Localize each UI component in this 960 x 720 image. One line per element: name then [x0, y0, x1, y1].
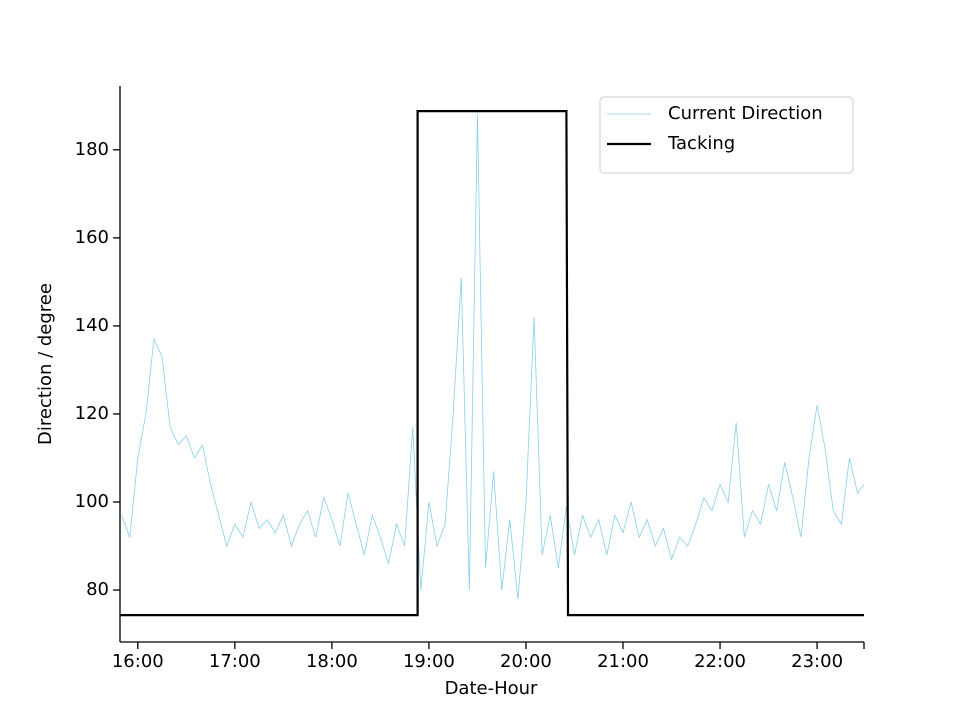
legend-label: Tacking	[667, 133, 735, 154]
y-axis-label: Direction / degree	[35, 283, 56, 445]
x-tick-label: 17:00	[209, 651, 261, 672]
data-line	[121, 114, 865, 599]
x-axis-label: Date-Hour	[445, 678, 538, 699]
x-tick-label: 19:00	[403, 651, 455, 672]
x-tick-label: 20:00	[500, 651, 552, 672]
y-tick-label: 180	[75, 139, 109, 160]
x-tick-label: 23:00	[791, 651, 843, 672]
x-tick-label: 18:00	[306, 651, 358, 672]
y-tick-label: 100	[75, 491, 109, 512]
legend-label: Current Direction	[668, 103, 823, 124]
legend-box	[599, 96, 854, 174]
x-tick-label: 22:00	[694, 651, 746, 672]
y-tick-label: 120	[75, 403, 109, 424]
x-tick-label: 21:00	[597, 651, 649, 672]
x-tick-label: 16:00	[112, 651, 164, 672]
y-tick-label: 140	[75, 315, 109, 336]
y-tick-label: 80	[86, 579, 109, 600]
data-line	[120, 109, 864, 617]
y-tick-label: 160	[75, 227, 109, 248]
